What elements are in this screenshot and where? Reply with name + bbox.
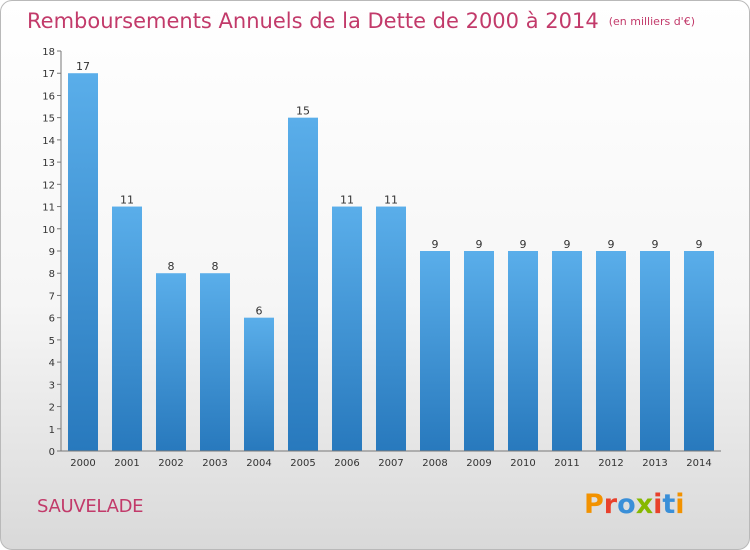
- data-label-2012: 9: [608, 238, 615, 251]
- y-tick-label: 16: [42, 91, 55, 102]
- data-label-2010: 9: [520, 238, 527, 251]
- proxiti-logo[interactable]: Proxiti: [584, 489, 685, 520]
- y-tick-label: 9: [49, 247, 55, 258]
- bars: 17 11 8 8 6 15 11 11 9 9 9 9 9 9 9: [68, 60, 714, 452]
- bar-2007: [376, 206, 406, 451]
- x-tick-label-2000: 2000: [70, 458, 95, 469]
- logo-letter: r: [603, 489, 618, 520]
- y-tick-label: 2: [49, 403, 55, 414]
- data-label-2004: 6: [256, 305, 263, 318]
- bar-2013: [640, 251, 670, 451]
- y-tick-label: 0: [49, 447, 55, 458]
- y-tick-label: 13: [42, 158, 55, 169]
- bar-2004: [244, 317, 274, 451]
- x-tick-label-2005: 2005: [290, 458, 315, 469]
- bar-2009: [464, 251, 494, 451]
- chart-unit: (en milliers d'€): [608, 15, 695, 28]
- bar-2012: [596, 251, 626, 451]
- data-label-2009: 9: [476, 238, 483, 251]
- bar-2003: [200, 273, 230, 451]
- y-tick-label: 8: [49, 269, 55, 280]
- x-tick-label-2008: 2008: [422, 458, 447, 469]
- x-tick-label-2002: 2002: [158, 458, 183, 469]
- data-label-2006: 11: [340, 194, 354, 207]
- y-tick-label: 18: [42, 47, 55, 58]
- y-tick-label: 11: [42, 203, 55, 214]
- x-tick-label-2003: 2003: [202, 458, 227, 469]
- y-tick-label: 4: [49, 358, 55, 369]
- bar-2008: [420, 251, 450, 451]
- logo-letter: i: [675, 489, 685, 520]
- x-tick-label-2012: 2012: [598, 458, 623, 469]
- y-tick-label: 7: [49, 291, 55, 302]
- x-axis: 2000 2001 2002 2003 2004 2005 2006 2007 2008 2009…: [61, 450, 721, 469]
- bar-2001: [112, 206, 142, 451]
- bar-2014: [684, 251, 714, 451]
- commune-name: SAUVELADE: [37, 496, 144, 517]
- x-tick-label-2009: 2009: [466, 458, 491, 469]
- x-tick-label-2004: 2004: [246, 458, 271, 469]
- data-label-2011: 9: [564, 238, 571, 251]
- chart-title: Remboursements Annuels de la Dette de 20…: [27, 9, 695, 33]
- data-label-2000: 17: [76, 60, 90, 73]
- y-tick-label: 12: [42, 180, 55, 191]
- x-tick-label-2011: 2011: [554, 458, 579, 469]
- data-label-2013: 9: [652, 238, 659, 251]
- chart-title-text: Remboursements Annuels de la Dette de 20…: [27, 9, 599, 33]
- data-label-2008: 9: [432, 238, 439, 251]
- bar-2005: [288, 117, 318, 452]
- logo-letter: i: [653, 489, 663, 520]
- logo-letter: x: [635, 489, 654, 520]
- data-label-2002: 8: [168, 260, 175, 273]
- data-label-2003: 8: [212, 260, 219, 273]
- x-tick-label-2014: 2014: [686, 458, 711, 469]
- y-tick-label: 15: [42, 114, 55, 125]
- y-tick-label: 1: [49, 425, 55, 436]
- x-tick-label-2010: 2010: [510, 458, 535, 469]
- bar-2010: [508, 251, 538, 451]
- data-label-2001: 11: [120, 194, 134, 207]
- x-tick-label-2007: 2007: [378, 458, 403, 469]
- logo-letter: o: [617, 489, 636, 520]
- y-tick-label: 3: [49, 380, 55, 391]
- y-tick-label: 10: [42, 225, 55, 236]
- data-label-2005: 15: [296, 105, 310, 118]
- bar-2000: [68, 73, 98, 451]
- y-tick-label: 5: [49, 336, 55, 347]
- x-tick-label-2006: 2006: [334, 458, 359, 469]
- data-label-2014: 9: [696, 238, 703, 251]
- y-tick-label: 14: [42, 136, 55, 147]
- x-tick-label-2013: 2013: [642, 458, 667, 469]
- data-label-2007: 11: [384, 194, 398, 207]
- logo-letter: t: [662, 489, 676, 520]
- bar-2006: [332, 206, 362, 451]
- logo-letter: P: [584, 489, 604, 520]
- bar-2011: [552, 251, 582, 451]
- y-tick-label: 17: [42, 69, 55, 80]
- x-tick-label-2001: 2001: [114, 458, 139, 469]
- y-tick-label: 6: [49, 314, 55, 325]
- bar-2002: [156, 273, 186, 451]
